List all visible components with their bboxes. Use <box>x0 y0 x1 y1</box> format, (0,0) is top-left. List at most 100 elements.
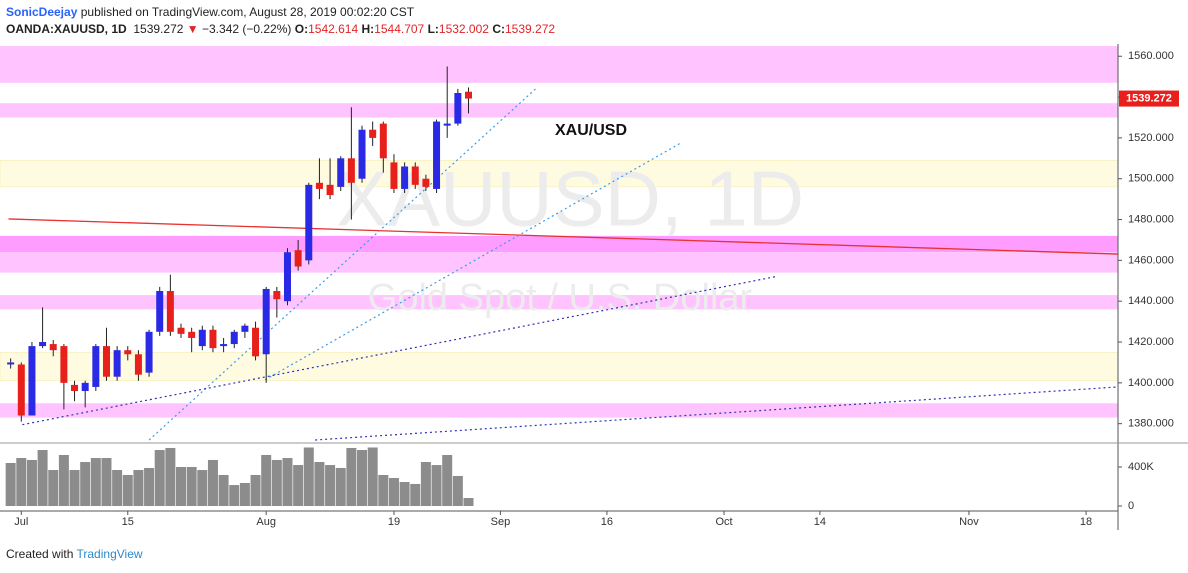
candle-body <box>422 178 430 187</box>
o-label: O: <box>294 22 309 36</box>
candle-body <box>411 166 419 185</box>
volume-bar <box>101 458 112 507</box>
candle-body <box>145 331 153 373</box>
candle-body <box>294 250 302 267</box>
x-tick-label: 18 <box>1080 516 1092 528</box>
zone <box>0 252 1118 273</box>
brand[interactable]: TradingView <box>76 547 143 561</box>
y-tick-label: 1440.000 <box>1128 295 1174 307</box>
author[interactable]: SonicDeejay <box>6 5 78 19</box>
candle-body <box>337 158 345 187</box>
volume-bar <box>346 447 357 507</box>
candle-body <box>305 184 313 261</box>
volume-bar <box>303 447 314 507</box>
volume-bar <box>48 470 59 507</box>
last-price-label: 1539.272 <box>1126 92 1172 104</box>
volume-bar <box>367 447 378 507</box>
header: SonicDeejay published on TradingView.com… <box>6 4 555 38</box>
y2-tick-label: 400K <box>1128 461 1154 473</box>
y-tick-label: 1460.000 <box>1128 254 1174 266</box>
candle-body <box>464 91 472 99</box>
footer: Created with TradingView <box>6 547 143 561</box>
x-tick-label: 15 <box>122 516 134 528</box>
volume-bar <box>5 462 16 507</box>
candle-body <box>273 290 281 300</box>
candle-body <box>92 346 100 387</box>
volume-bar <box>452 475 463 507</box>
l-value: 1532.002 <box>438 22 489 36</box>
symbol: OANDA:XAUUSD, 1D <box>6 22 127 36</box>
volume-bar <box>431 465 442 507</box>
candle-body <box>315 182 323 189</box>
y-tick-label: 1500.000 <box>1128 173 1174 185</box>
volume-bar <box>176 466 187 507</box>
trendline <box>148 88 536 441</box>
volume-bar <box>378 474 389 507</box>
volume-bar <box>463 498 474 507</box>
candle-body <box>347 158 355 183</box>
volume-bar <box>80 462 91 507</box>
y-tick-label: 1400.000 <box>1128 377 1174 389</box>
zone <box>0 46 1118 83</box>
volume-bar <box>186 466 197 507</box>
candle-body <box>230 331 238 345</box>
candle-body <box>443 123 451 126</box>
x-tick-label: 19 <box>388 516 400 528</box>
watermark-subtitle: Gold Spot / U.S. Dollar <box>368 277 753 319</box>
volume-bar <box>37 450 48 507</box>
volume-bar <box>26 459 37 507</box>
candle-body <box>81 382 89 392</box>
candle-body <box>156 290 164 332</box>
trendline <box>315 386 1119 441</box>
annotation: XAU/USD <box>555 122 627 139</box>
c-label: C: <box>492 22 505 36</box>
candle-body <box>358 129 366 179</box>
candle-body <box>241 325 249 332</box>
candle-body <box>28 346 36 416</box>
x-tick-label: 16 <box>601 516 613 528</box>
candle-body <box>198 329 206 347</box>
x-tick-label: Jul <box>14 516 28 528</box>
candle-body <box>102 346 110 377</box>
change: −3.342 (−0.22%) <box>202 22 292 36</box>
candle-body <box>188 331 196 338</box>
y-tick-label: 1480.000 <box>1128 213 1174 225</box>
y2-tick-label: 0 <box>1128 500 1134 512</box>
candle-body <box>49 344 57 351</box>
volume-bar <box>207 459 218 507</box>
zone <box>0 351 1118 382</box>
volume-bar <box>197 470 208 507</box>
volume-bar <box>133 470 144 507</box>
candle-body <box>124 350 132 355</box>
y-tick-label: 1420.000 <box>1128 336 1174 348</box>
volume-bar <box>293 465 304 507</box>
volume-bar <box>144 467 155 507</box>
trendline <box>8 218 1119 255</box>
candle-body <box>39 342 47 347</box>
c-value: 1539.272 <box>504 22 556 36</box>
candle-body <box>326 184 334 196</box>
publish-line: SonicDeejay published on TradingView.com… <box>6 4 555 21</box>
volume-bar <box>420 462 431 507</box>
x-tick-label: Sep <box>491 516 511 528</box>
price-pane <box>0 46 1118 418</box>
volume-bar <box>271 459 282 507</box>
candle-body <box>379 123 387 159</box>
o-value: 1542.614 <box>308 22 359 36</box>
y-tick-label: 1520.000 <box>1128 132 1174 144</box>
volume-bar <box>229 485 240 507</box>
volume-bar <box>122 474 133 507</box>
volume-bar <box>325 465 336 507</box>
candle-body <box>60 346 68 383</box>
y-tick-label: 1380.000 <box>1128 418 1174 430</box>
volume-bar <box>165 447 176 507</box>
down-arrow: ▼ <box>186 22 199 36</box>
zone <box>0 235 1118 253</box>
candle-body <box>17 364 25 416</box>
volume-bar <box>90 458 101 507</box>
candle-body <box>71 384 79 392</box>
volume-bar <box>282 458 293 507</box>
published: published on TradingView.com, August 28,… <box>80 5 415 19</box>
candle-body <box>252 327 260 357</box>
